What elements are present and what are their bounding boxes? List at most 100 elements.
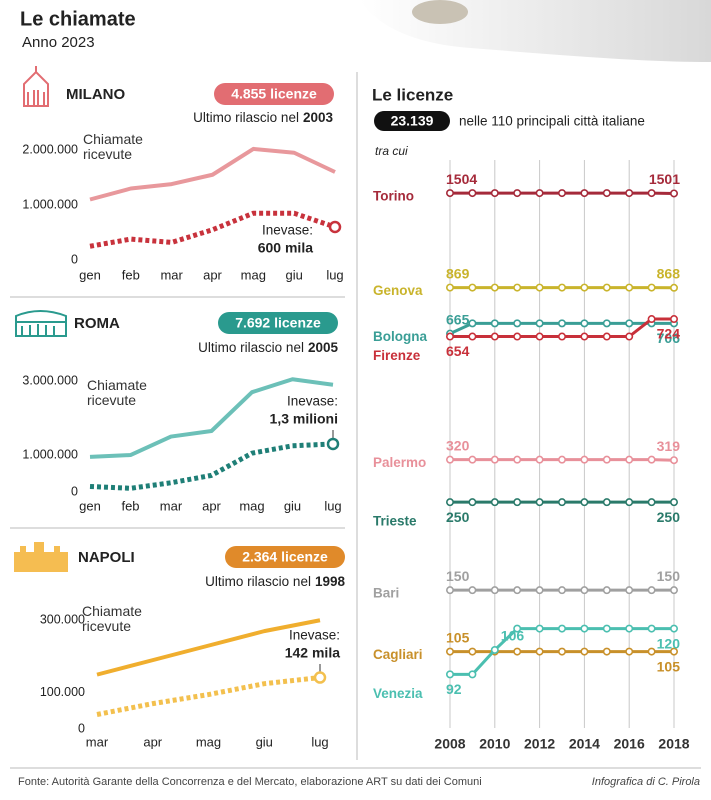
x-tick-label: mar — [86, 734, 109, 749]
point — [557, 455, 566, 464]
point — [468, 189, 477, 198]
x-tick-label: 2010 — [479, 736, 510, 752]
point — [468, 455, 477, 464]
point — [602, 189, 611, 198]
x-tick-label: apr — [202, 498, 221, 513]
line — [89, 146, 336, 202]
value-label: 319 — [657, 438, 681, 454]
point — [580, 624, 589, 633]
city-label: Torino — [373, 189, 414, 204]
x-tick-label: 2016 — [614, 736, 645, 752]
note-text: Ultimo rilascio nel — [193, 110, 299, 125]
series-label: Inevase: — [262, 223, 313, 238]
point — [580, 647, 589, 656]
x-tick-label: lug — [326, 267, 343, 282]
point — [647, 586, 656, 595]
y-tick-label: 0 — [71, 484, 78, 498]
end-marker — [313, 671, 327, 684]
note-year: 2003 — [303, 110, 334, 125]
x-tick-label: feb — [122, 267, 140, 282]
value-label: 320 — [446, 437, 470, 453]
city-label: Palermo — [373, 455, 426, 470]
badge-text: 2.364 licenze — [242, 549, 328, 565]
badge — [218, 312, 338, 334]
point — [513, 624, 522, 633]
note-text: Ultimo rilascio nel — [205, 574, 311, 589]
point — [445, 498, 454, 507]
point — [669, 586, 678, 595]
value-label: 105 — [657, 658, 681, 674]
series-label: Chiamate ricevute — [87, 377, 147, 408]
point — [535, 455, 544, 464]
point — [468, 586, 477, 595]
point — [490, 586, 499, 595]
point — [468, 498, 477, 507]
point — [468, 647, 477, 656]
point — [647, 647, 656, 656]
point — [625, 455, 634, 464]
point — [602, 498, 611, 507]
point — [625, 283, 634, 292]
y-tick-label: 300.000 — [40, 613, 85, 627]
value-label: 1,3 milioni — [270, 411, 338, 427]
roma-icon — [15, 310, 67, 337]
total-value: 23.139 — [391, 113, 434, 129]
point — [669, 498, 678, 507]
city-label: Genova — [373, 283, 423, 298]
point — [580, 319, 589, 328]
value-label: 105 — [446, 629, 470, 645]
x-tick-label: 2014 — [569, 736, 600, 752]
value-label: 654 — [446, 343, 470, 359]
y-tick-label: 1.000.000 — [22, 447, 78, 461]
x-tick-label: mag — [241, 267, 266, 282]
title: Le chiamate — [20, 8, 136, 30]
city-label: Bologna — [373, 329, 427, 344]
badge-text: 7.692 licenze — [235, 315, 321, 331]
dashed-line — [96, 675, 321, 717]
point — [535, 647, 544, 656]
point — [580, 283, 589, 292]
value-label: 706 — [657, 330, 681, 346]
series-label: Chiamate ricevute — [83, 131, 143, 162]
point — [445, 670, 454, 679]
x-tick-label: 2018 — [658, 736, 689, 752]
point — [557, 498, 566, 507]
point — [468, 670, 477, 679]
point — [602, 455, 611, 464]
x-tick-label: apr — [203, 267, 222, 282]
point — [535, 498, 544, 507]
point — [580, 189, 589, 198]
total-badge — [374, 111, 450, 131]
series-label: Inevase: — [289, 628, 340, 643]
x-tick-label: mag — [239, 498, 264, 513]
point — [490, 498, 499, 507]
point — [490, 455, 499, 464]
point — [490, 283, 499, 292]
line — [89, 377, 334, 459]
point — [647, 498, 656, 507]
value-label: 665 — [446, 311, 470, 327]
note-year: 1998 — [315, 574, 346, 589]
point — [557, 647, 566, 656]
point — [602, 319, 611, 328]
point — [647, 283, 656, 292]
point — [535, 586, 544, 595]
napoli-icon — [14, 542, 68, 572]
point — [513, 283, 522, 292]
point — [647, 315, 656, 324]
note: Ultimo rilascio nel 2005 — [198, 340, 338, 355]
point — [580, 586, 589, 595]
value-label: 142 mila — [285, 645, 340, 661]
point — [557, 189, 566, 198]
point — [602, 647, 611, 656]
point — [625, 189, 634, 198]
note: Ultimo rilascio nel 1998 — [205, 574, 345, 589]
point — [580, 498, 589, 507]
point — [468, 283, 477, 292]
point — [669, 624, 678, 633]
licenze-subtitle: nelle 110 principali città italiane — [459, 114, 645, 129]
point — [445, 332, 454, 341]
point — [602, 283, 611, 292]
point — [513, 189, 522, 198]
